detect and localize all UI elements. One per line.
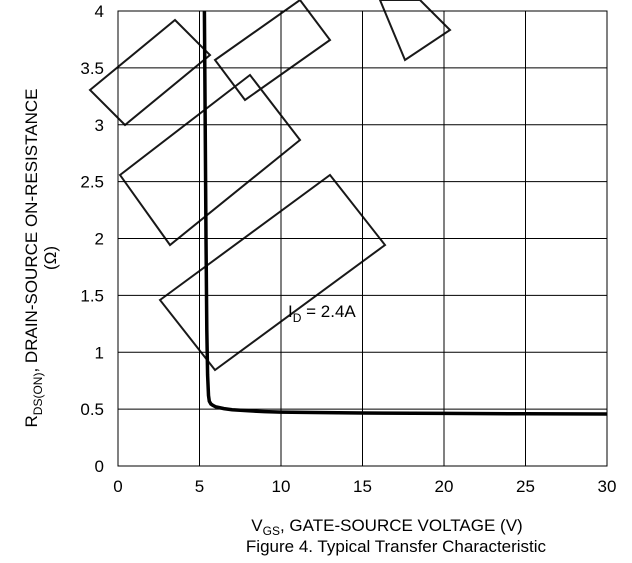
x-label-rest: , GATE-SOURCE VOLTAGE (V) bbox=[280, 516, 523, 535]
svg-text:RDS(ON), DRAIN-SOURCE ON-RESIS: RDS(ON), DRAIN-SOURCE ON-RESISTANCE bbox=[22, 89, 45, 428]
y-tick-label: 2 bbox=[95, 230, 104, 249]
x-tick-label: 5 bbox=[195, 477, 204, 496]
x-tick-label: 20 bbox=[435, 477, 454, 496]
rds-on-curve bbox=[202, 10, 608, 416]
y-tick-labels: 0 0.5 1 1.5 2 2.5 3 3.5 4 bbox=[80, 2, 104, 476]
annotation-rest: = 2.4A bbox=[301, 302, 356, 321]
y-label-rest: , DRAIN-SOURCE ON-RESISTANCE bbox=[22, 89, 41, 373]
annotation-symbol: I bbox=[288, 302, 293, 321]
y-tick-label: 0 bbox=[95, 457, 104, 476]
y-tick-label: 3.5 bbox=[80, 59, 104, 78]
x-axis-label: VGS, GATE-SOURCE VOLTAGE (V) bbox=[251, 516, 522, 538]
x-tick-label: 15 bbox=[353, 477, 372, 496]
x-tick-labels: 0 5 10 15 20 25 30 bbox=[113, 477, 616, 496]
y-label-sub: DS(ON) bbox=[31, 373, 45, 416]
x-tick-label: 30 bbox=[598, 477, 617, 496]
x-tick-label: 0 bbox=[113, 477, 122, 496]
y-tick-label: 2.5 bbox=[80, 173, 104, 192]
plot-frame bbox=[117, 10, 608, 467]
y-tick-label: 0.5 bbox=[80, 400, 104, 419]
y-tick-label: 4 bbox=[95, 2, 104, 21]
x-label-symbol: V bbox=[251, 516, 263, 535]
x-label-sub: GS bbox=[263, 524, 280, 538]
x-tick-label: 25 bbox=[516, 477, 535, 496]
y-tick-label: 1 bbox=[95, 343, 104, 362]
y-tick-label: 1.5 bbox=[80, 286, 104, 305]
figure-caption: Figure 4. Typical Transfer Characteristi… bbox=[246, 537, 547, 556]
y-tick-label: 3 bbox=[95, 116, 104, 135]
grid bbox=[117, 10, 608, 467]
annotation-sub: D bbox=[293, 311, 302, 325]
x-tick-label: 10 bbox=[272, 477, 291, 496]
y-axis-label: RDS(ON), DRAIN-SOURCE ON-RESISTANCE (Ω) bbox=[22, 89, 60, 428]
current-annotation: ID = 2.4A bbox=[288, 302, 356, 325]
y-label-unit: (Ω) bbox=[41, 246, 60, 270]
y-label-symbol: R bbox=[22, 415, 41, 427]
watermark-shapes bbox=[88, 0, 452, 372]
